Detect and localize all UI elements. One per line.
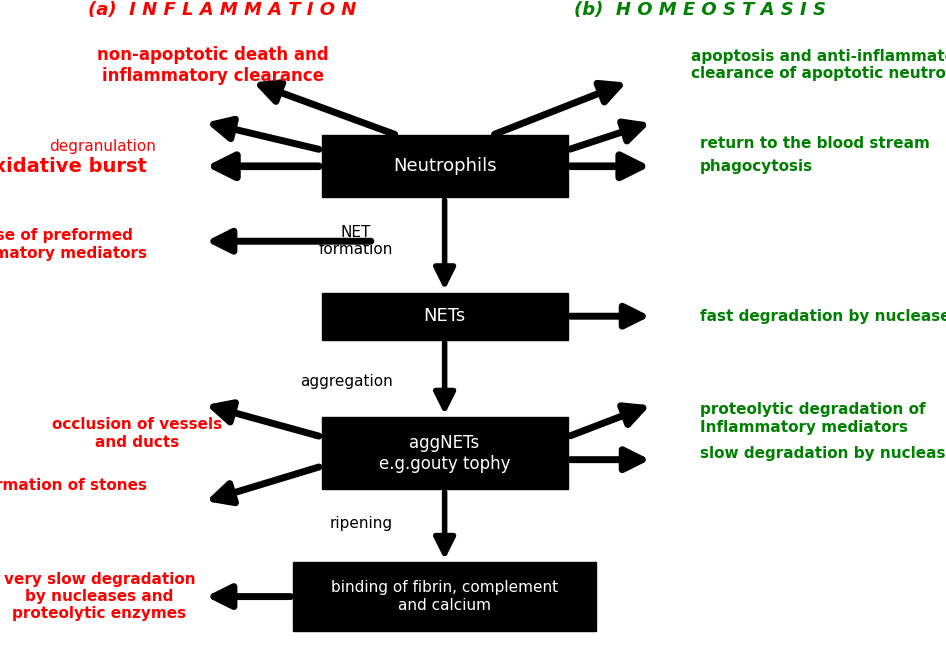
Text: fast degradation by nucleases: fast degradation by nucleases xyxy=(700,308,946,324)
Text: slow degradation by nucleases: slow degradation by nucleases xyxy=(700,445,946,461)
Text: NETs: NETs xyxy=(424,307,465,325)
Text: Neutrophils: Neutrophils xyxy=(393,157,497,175)
Text: aggregation: aggregation xyxy=(300,374,393,389)
Text: very slow degradation
by nucleases and
proteolytic enzymes: very slow degradation by nucleases and p… xyxy=(4,572,195,621)
Text: degranulation: degranulation xyxy=(49,139,156,155)
FancyBboxPatch shape xyxy=(293,562,596,631)
Text: phagocytosis: phagocytosis xyxy=(700,158,814,174)
Text: apoptosis and anti-inflammatory
clearance of apoptotic neutrophils: apoptosis and anti-inflammatory clearanc… xyxy=(691,49,946,82)
Text: non-apoptotic death and
inflammatory clearance: non-apoptotic death and inflammatory cle… xyxy=(97,46,328,85)
Text: occlusion of vessels
and ducts: occlusion of vessels and ducts xyxy=(52,417,222,450)
FancyBboxPatch shape xyxy=(322,417,568,489)
Text: proteolytic degradation of
Inflammatory mediators: proteolytic degradation of Inflammatory … xyxy=(700,402,926,435)
FancyBboxPatch shape xyxy=(322,293,568,340)
Text: release of preformed
Inflammatory mediators: release of preformed Inflammatory mediat… xyxy=(0,228,147,261)
Text: NET
formation: NET formation xyxy=(318,225,393,258)
Text: formation of stones: formation of stones xyxy=(0,478,147,494)
Text: oxidative burst: oxidative burst xyxy=(0,156,147,176)
Text: aggNETs
e.g.gouty tophy: aggNETs e.g.gouty tophy xyxy=(378,434,511,473)
Text: return to the blood stream: return to the blood stream xyxy=(700,136,930,151)
Text: (b)  H O M E O S T A S I S: (b) H O M E O S T A S I S xyxy=(574,1,826,20)
Text: ripening: ripening xyxy=(329,516,393,531)
FancyBboxPatch shape xyxy=(322,135,568,197)
Text: (a)  I N F L A M M A T I O N: (a) I N F L A M M A T I O N xyxy=(88,1,357,20)
Text: binding of fibrin, complement
and calcium: binding of fibrin, complement and calciu… xyxy=(331,580,558,613)
